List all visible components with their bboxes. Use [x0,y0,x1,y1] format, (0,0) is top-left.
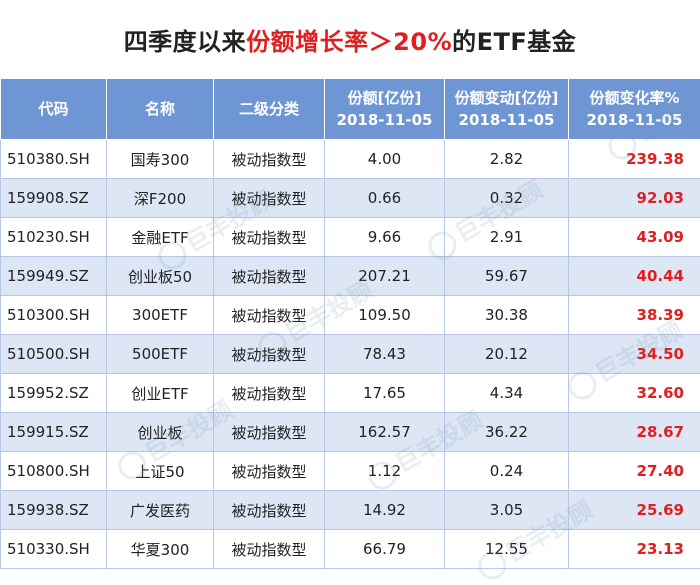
header-rate-title: 份额变化率% [569,87,700,109]
cell-rate: 34.50 [569,335,700,374]
cell-change: 59.67 [445,257,569,296]
cell-shares: 109.50 [325,296,445,335]
cell-rate: 28.67 [569,413,700,452]
header-shares-date: 2018-11-05 [325,109,444,131]
header-change: 份额变动[亿份] 2018-11-05 [445,79,569,140]
cell-rate: 92.03 [569,179,700,218]
cell-shares: 14.92 [325,491,445,530]
cell-rate: 239.38 [569,140,700,179]
cell-category: 被动指数型 [214,491,325,530]
title-suffix: 的ETF基金 [452,22,576,57]
cell-code: 159908.SZ [1,179,107,218]
cell-name: 广发医药 [107,491,214,530]
cell-change: 0.24 [445,452,569,491]
header-shares-title: 份额[亿份] [325,87,444,109]
cell-category: 被动指数型 [214,140,325,179]
cell-code: 159952.SZ [1,374,107,413]
page-title: 四季度以来份额增长率＞20%的ETF基金 [0,0,700,78]
cell-change: 36.22 [445,413,569,452]
header-change-title: 份额变动[亿份] [445,87,568,109]
table-header: 代码 名称 二级分类 份额[亿份] 2018-11-05 份额变动[亿份] 20… [1,79,700,140]
header-name: 名称 [107,79,214,140]
header-category: 二级分类 [214,79,325,140]
header-rate-date: 2018-11-05 [569,109,700,131]
cell-change: 2.82 [445,140,569,179]
cell-rate: 40.44 [569,257,700,296]
cell-category: 被动指数型 [214,218,325,257]
cell-shares: 78.43 [325,335,445,374]
cell-rate: 23.13 [569,530,700,569]
cell-name: 创业板 [107,413,214,452]
cell-shares: 9.66 [325,218,445,257]
cell-code: 510800.SH [1,452,107,491]
cell-category: 被动指数型 [214,452,325,491]
cell-name: 500ETF [107,335,214,374]
cell-name: 创业ETF [107,374,214,413]
cell-rate: 27.40 [569,452,700,491]
cell-category: 被动指数型 [214,257,325,296]
cell-name: 300ETF [107,296,214,335]
cell-category: 被动指数型 [214,413,325,452]
cell-category: 被动指数型 [214,179,325,218]
cell-shares: 0.66 [325,179,445,218]
cell-code: 510300.SH [1,296,107,335]
cell-name: 深F200 [107,179,214,218]
cell-code: 159938.SZ [1,491,107,530]
title-highlight: 份额增长率＞20% [246,22,452,57]
cell-category: 被动指数型 [214,530,325,569]
cell-change: 4.34 [445,374,569,413]
cell-code: 159915.SZ [1,413,107,452]
cell-change: 3.05 [445,491,569,530]
cell-name: 上证50 [107,452,214,491]
cell-code: 510500.SH [1,335,107,374]
cell-change: 2.91 [445,218,569,257]
cell-shares: 207.21 [325,257,445,296]
cell-change: 12.55 [445,530,569,569]
title-prefix: 四季度以来 [124,22,247,57]
cell-name: 华夏300 [107,530,214,569]
etf-table: 代码 名称 二级分类 份额[亿份] 2018-11-05 份额变动[亿份] 20… [0,78,700,569]
header-rate: 份额变化率% 2018-11-05 [569,79,700,140]
header-change-date: 2018-11-05 [445,109,568,131]
cell-shares: 17.65 [325,374,445,413]
cell-code: 510330.SH [1,530,107,569]
cell-code: 510380.SH [1,140,107,179]
cell-category: 被动指数型 [214,374,325,413]
cell-rate: 32.60 [569,374,700,413]
cell-shares: 4.00 [325,140,445,179]
cell-shares: 1.12 [325,452,445,491]
cell-rate: 38.39 [569,296,700,335]
cell-name: 金融ETF [107,218,214,257]
cell-shares: 162.57 [325,413,445,452]
cell-shares: 66.79 [325,530,445,569]
cell-category: 被动指数型 [214,296,325,335]
header-code: 代码 [1,79,107,140]
cell-name: 国寿300 [107,140,214,179]
header-shares: 份额[亿份] 2018-11-05 [325,79,445,140]
cell-name: 创业板50 [107,257,214,296]
cell-change: 30.38 [445,296,569,335]
cell-change: 0.32 [445,179,569,218]
cell-category: 被动指数型 [214,335,325,374]
cell-rate: 43.09 [569,218,700,257]
cell-code: 510230.SH [1,218,107,257]
cell-change: 20.12 [445,335,569,374]
cell-code: 159949.SZ [1,257,107,296]
cell-rate: 25.69 [569,491,700,530]
